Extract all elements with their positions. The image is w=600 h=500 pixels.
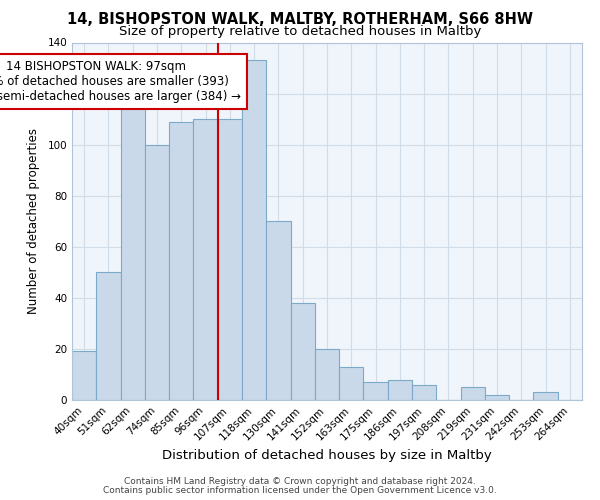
- Text: 14 BISHOPSTON WALK: 97sqm
← 50% of detached houses are smaller (393)
49% of semi: 14 BISHOPSTON WALK: 97sqm ← 50% of detac…: [0, 60, 241, 104]
- Bar: [339, 367, 364, 400]
- Bar: [364, 382, 388, 400]
- Bar: [412, 384, 436, 400]
- Bar: [290, 303, 315, 400]
- Bar: [266, 221, 290, 400]
- Bar: [145, 144, 169, 400]
- Bar: [242, 60, 266, 400]
- Bar: [218, 119, 242, 400]
- Text: Contains HM Land Registry data © Crown copyright and database right 2024.: Contains HM Land Registry data © Crown c…: [124, 477, 476, 486]
- Bar: [533, 392, 558, 400]
- Text: 14, BISHOPSTON WALK, MALTBY, ROTHERHAM, S66 8HW: 14, BISHOPSTON WALK, MALTBY, ROTHERHAM, …: [67, 12, 533, 28]
- Text: Size of property relative to detached houses in Maltby: Size of property relative to detached ho…: [119, 25, 481, 38]
- Bar: [121, 98, 145, 400]
- Bar: [96, 272, 121, 400]
- Bar: [485, 395, 509, 400]
- Text: Contains public sector information licensed under the Open Government Licence v3: Contains public sector information licen…: [103, 486, 497, 495]
- Y-axis label: Number of detached properties: Number of detached properties: [28, 128, 40, 314]
- X-axis label: Distribution of detached houses by size in Maltby: Distribution of detached houses by size …: [162, 448, 492, 462]
- Bar: [193, 119, 218, 400]
- Bar: [388, 380, 412, 400]
- Bar: [169, 122, 193, 400]
- Bar: [72, 352, 96, 400]
- Bar: [315, 349, 339, 400]
- Bar: [461, 387, 485, 400]
